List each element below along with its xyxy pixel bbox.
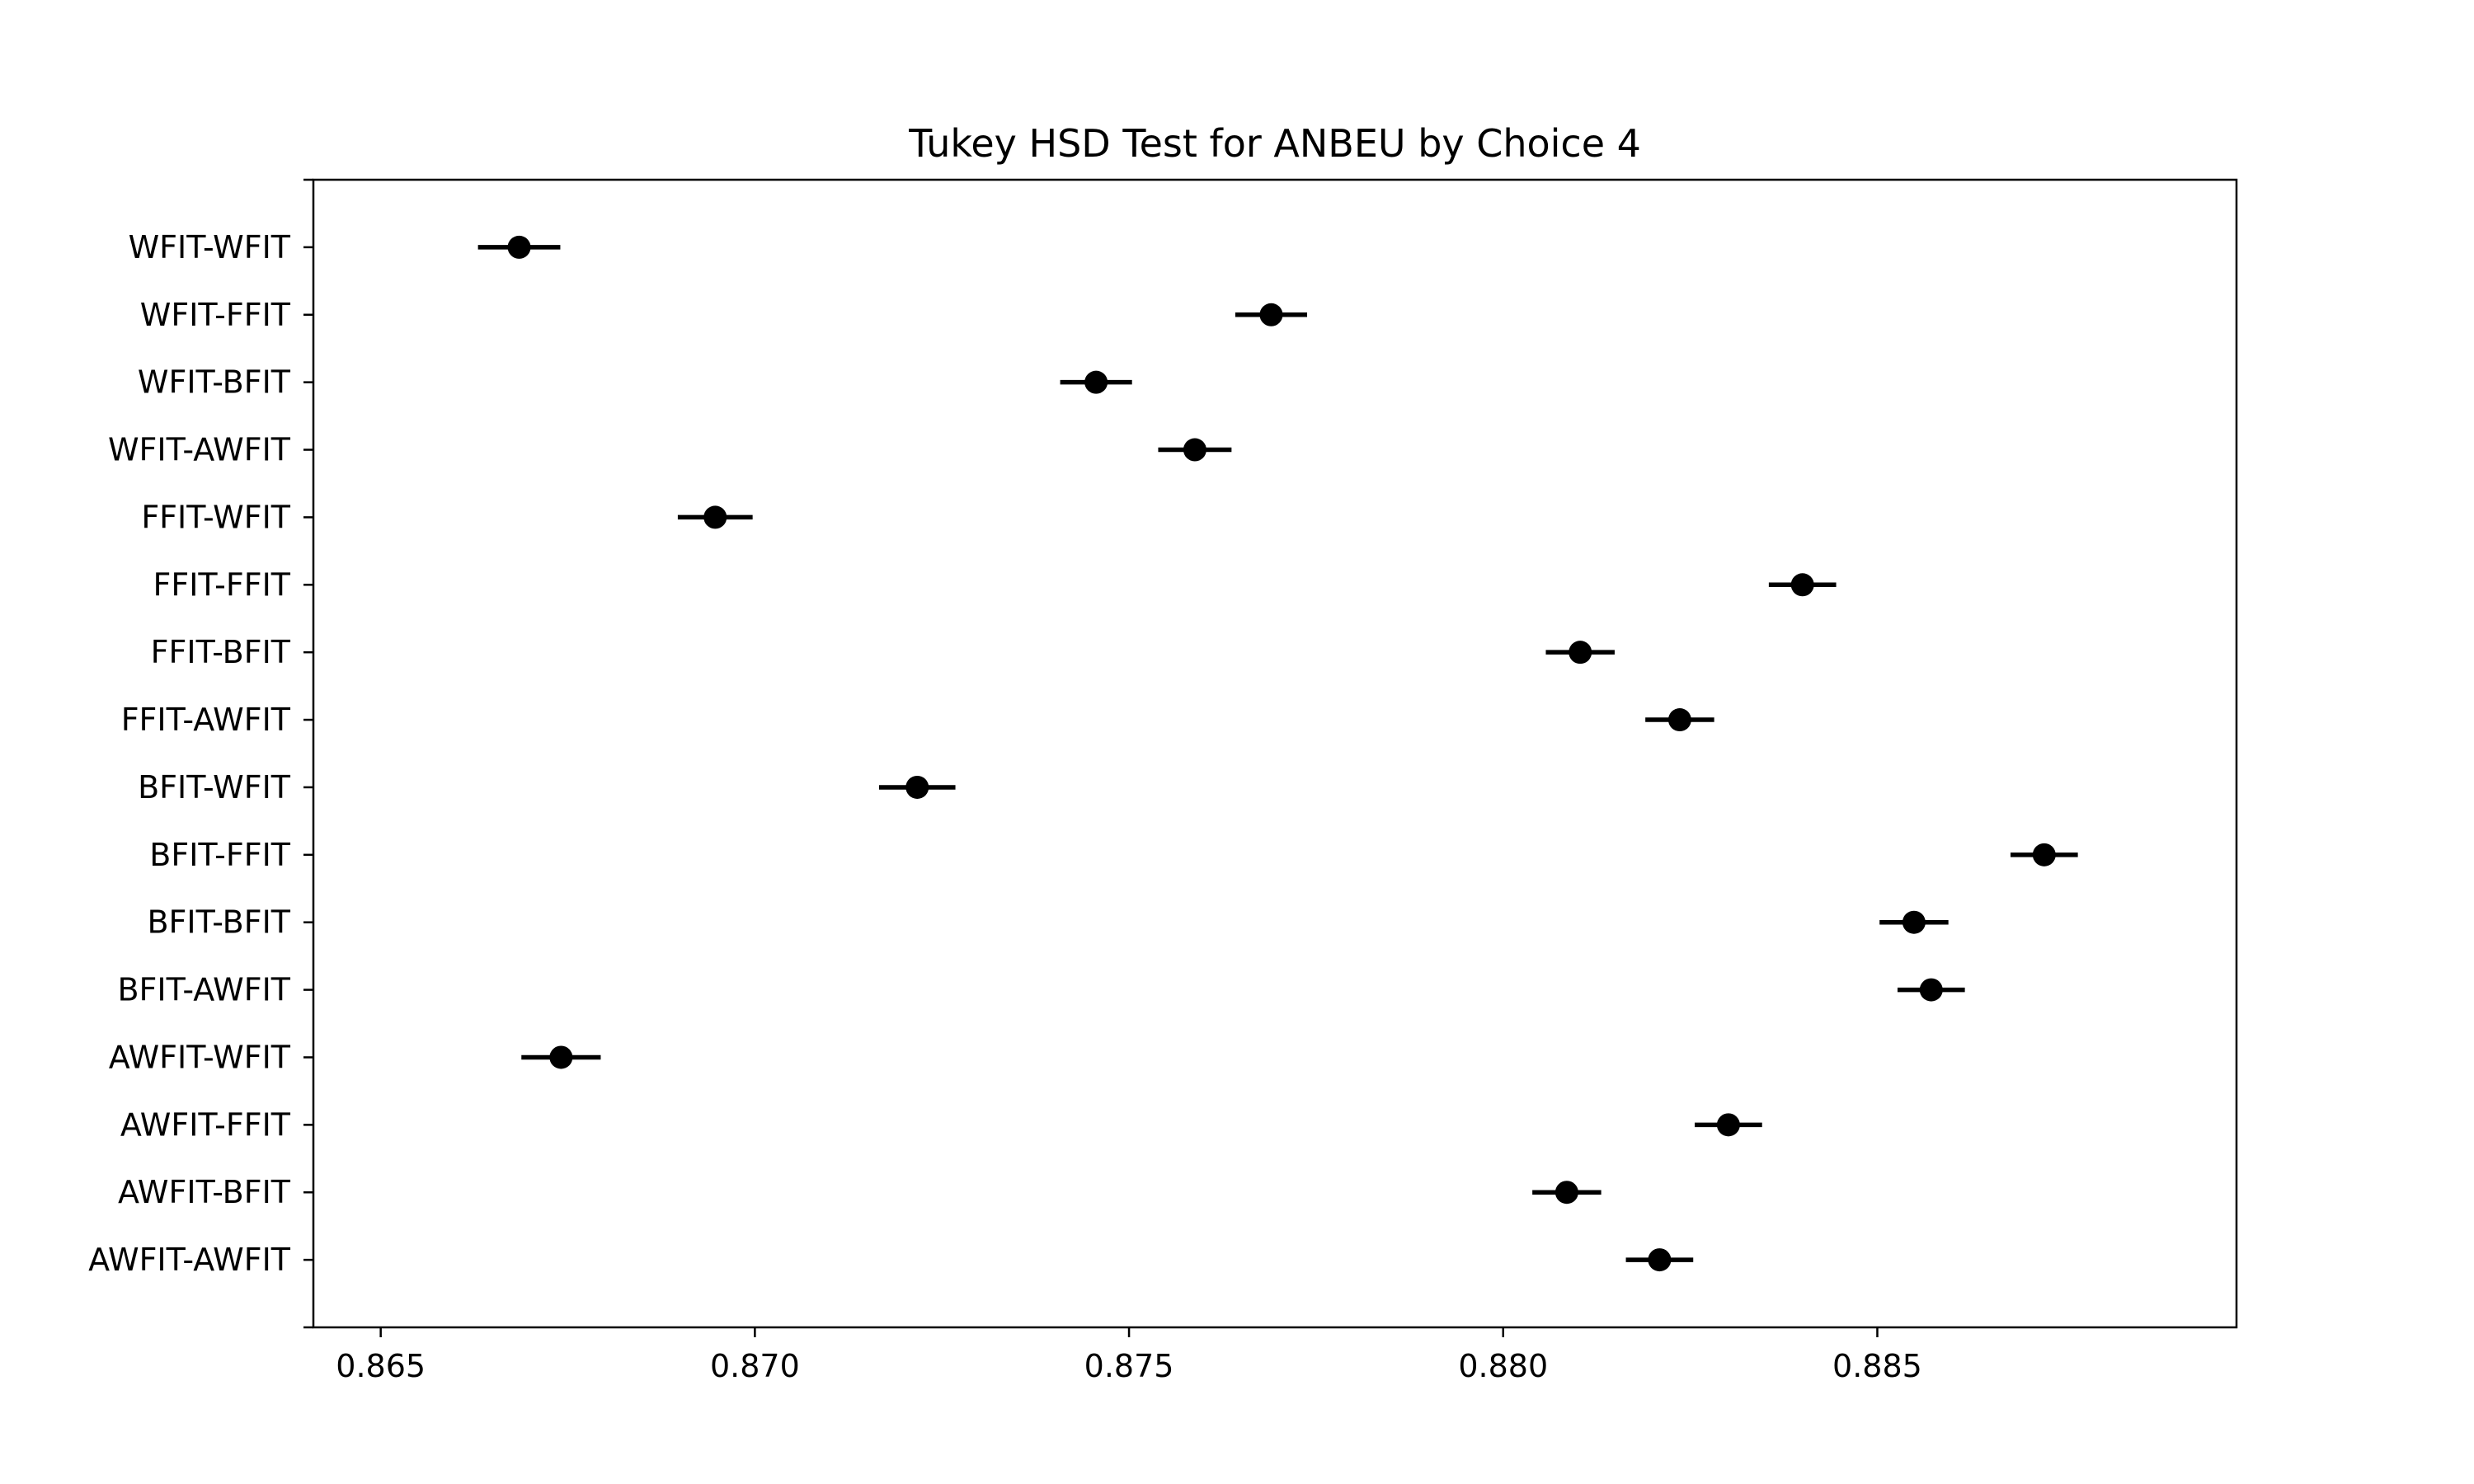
group-mean-point — [1667, 708, 1691, 732]
group-mean-point — [507, 235, 531, 259]
y-tick-label: WFIT-BFIT — [138, 364, 291, 401]
axis-ticks: 0.865 0.870 0.875 0.880 0.885 WFIT-WFIT WFIT-F… — [88, 178, 1922, 1384]
group-mean-point — [1554, 1181, 1578, 1205]
y-tick-label: WFIT-FFIT — [140, 297, 291, 333]
group-mean-point — [1569, 641, 1592, 665]
group-mean-point — [549, 1045, 573, 1069]
y-tick-label: AWFIT-BFIT — [118, 1174, 291, 1210]
chart-title: Tukey HSD Test for ANBEU by Choice 4 — [908, 121, 1641, 166]
group-mean-point — [2032, 843, 2056, 866]
plot-frame — [312, 178, 2238, 1329]
y-tick-label: FFIT-FFIT — [153, 566, 291, 603]
y-tick-label: BFIT-FFIT — [149, 837, 290, 873]
x-tick-label: 0.880 — [1458, 1348, 1548, 1384]
y-tick-label: AWFIT-WFIT — [109, 1039, 291, 1075]
y-tick-label: BFIT-AWFIT — [117, 972, 290, 1008]
y-tick-label: WFIT-AWFIT — [108, 432, 291, 468]
group-mean-point — [1716, 1113, 1740, 1137]
y-tick-label: AWFIT-FFIT — [120, 1106, 291, 1143]
group-mean-point — [1084, 370, 1108, 394]
x-tick-label: 0.870 — [710, 1348, 800, 1384]
y-tick-label: WFIT-WFIT — [129, 229, 291, 265]
group-mean-point — [1183, 438, 1206, 462]
y-tick-label: BFIT-WFIT — [138, 769, 291, 805]
x-tick-label: 0.865 — [336, 1348, 426, 1384]
y-tick-label: AWFIT-AWFIT — [88, 1242, 291, 1278]
y-tick-label: FFIT-WFIT — [141, 499, 290, 535]
plot-marks — [477, 235, 2078, 1272]
group-mean-point — [1648, 1248, 1672, 1272]
x-tick-label: 0.885 — [1832, 1348, 1922, 1384]
y-tick-label: FFIT-AWFIT — [121, 702, 291, 738]
group-mean-point — [905, 775, 929, 799]
group-mean-point — [1259, 303, 1283, 326]
group-mean-point — [1790, 573, 1814, 597]
group-mean-point — [1902, 910, 1926, 934]
x-tick-label: 0.875 — [1084, 1348, 1174, 1384]
group-mean-point — [703, 505, 727, 529]
group-mean-point — [1919, 978, 1943, 1002]
y-tick-label: FFIT-BFIT — [151, 634, 291, 670]
y-tick-label: BFIT-BFIT — [147, 904, 290, 941]
